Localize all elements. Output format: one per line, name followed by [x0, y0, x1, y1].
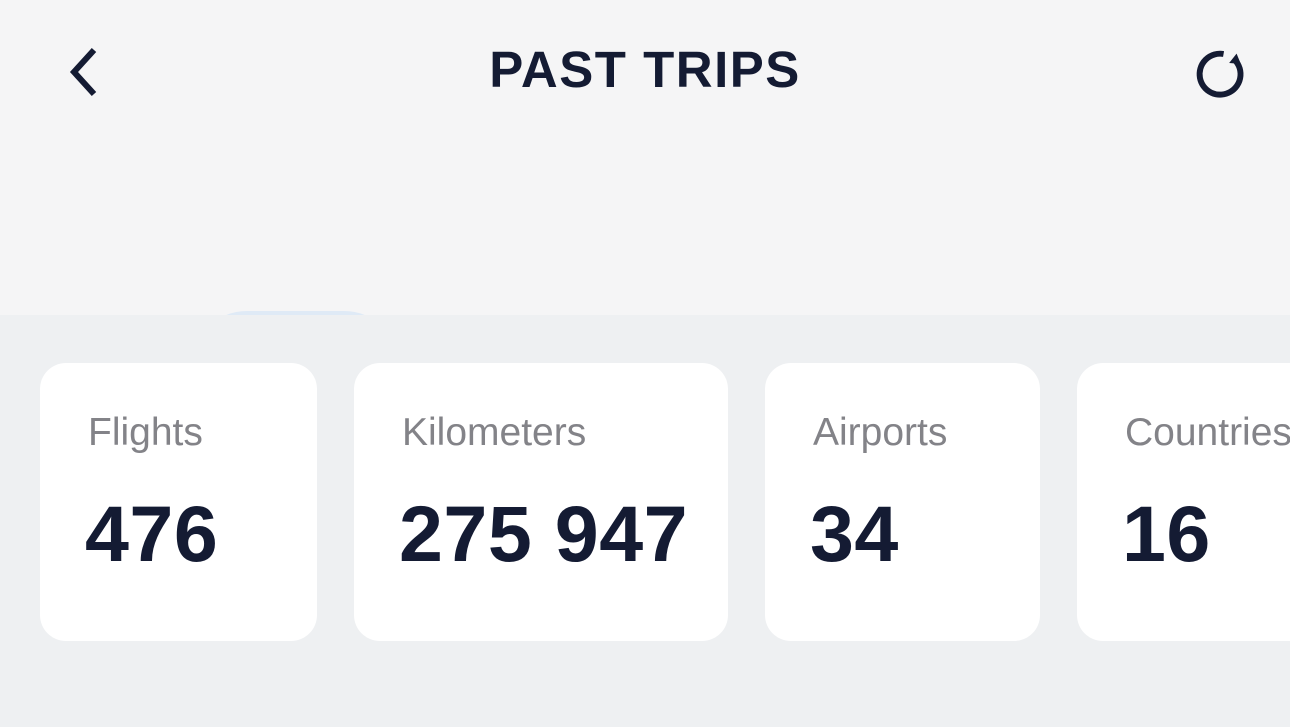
stat-card-flights: Flights 476: [40, 363, 317, 641]
page-title: PAST TRIPS: [489, 41, 801, 98]
refresh-button[interactable]: [1192, 40, 1248, 104]
refresh-icon: [1192, 40, 1248, 104]
chevron-left-icon: [62, 42, 110, 102]
stat-value: 275 947: [399, 489, 689, 578]
stat-card-countries: Countries 16: [1077, 363, 1290, 641]
stat-label: Countries: [1125, 411, 1290, 454]
stat-value: 16: [1122, 489, 1211, 578]
stat-card-airports: Airports 34: [765, 363, 1040, 641]
top-bar: PAST TRIPS: [0, 0, 1290, 130]
stat-value: 476: [85, 489, 219, 578]
stat-label: Kilometers: [402, 411, 587, 454]
stat-value: 34: [810, 489, 899, 578]
stats-section: Flights 476 Kilometers 275 947 Airports …: [0, 315, 1290, 727]
stat-label: Flights: [88, 411, 203, 454]
back-button[interactable]: [62, 42, 110, 102]
stat-card-kilometers: Kilometers 275 947: [354, 363, 728, 641]
stats-cards-scroll-row[interactable]: Flights 476 Kilometers 275 947 Airports …: [40, 363, 1290, 641]
tabs-row: Trips Destinations Aircraft: [0, 150, 1290, 421]
stat-label: Airports: [813, 411, 948, 454]
